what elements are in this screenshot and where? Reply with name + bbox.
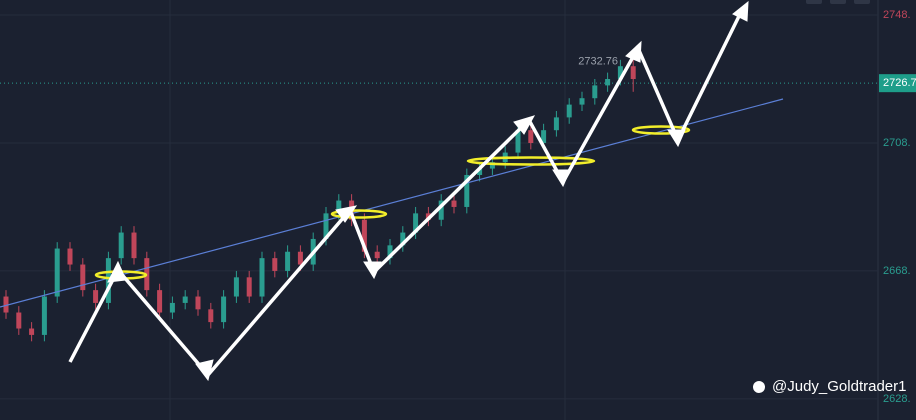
candle-body (233, 277, 239, 297)
candle-body (617, 66, 623, 80)
candle-body (246, 277, 252, 297)
candle-body (195, 296, 201, 310)
candle-body (477, 168, 483, 175)
facebook-icon (753, 381, 765, 393)
candle-body (336, 200, 342, 214)
candle-body (464, 174, 470, 207)
candle-body (515, 130, 521, 153)
toolbar[interactable] (806, 0, 870, 4)
candle-body (169, 302, 175, 313)
y-tick-label: 2748. (883, 9, 911, 21)
candle-body (579, 98, 585, 105)
candle-body (285, 251, 291, 271)
candle-body (592, 85, 598, 99)
candle-body (16, 312, 22, 329)
candle-body (400, 232, 406, 246)
candle-body (41, 296, 47, 335)
candle-body (566, 104, 572, 118)
arrows (68, 0, 749, 382)
candle-body (67, 248, 73, 265)
candle-body (413, 213, 419, 233)
candle-body (29, 328, 35, 335)
candle-body (157, 290, 163, 313)
candle-body (93, 290, 99, 303)
candle-body (182, 296, 188, 303)
candle-body (438, 200, 444, 220)
candle-body (131, 232, 137, 259)
candle-body (208, 309, 214, 323)
candle-body (80, 264, 86, 291)
candle-body (451, 200, 457, 207)
candle-body (541, 130, 547, 143)
y-tick-label: 2628. (883, 393, 911, 405)
candle-body (630, 66, 636, 80)
candle-body (374, 251, 380, 259)
candle-body (553, 117, 559, 131)
candle-body (272, 258, 278, 271)
candle-body (323, 213, 329, 239)
candle-body (54, 248, 60, 297)
candle-body (3, 296, 9, 313)
y-tick-label: 2708. (883, 137, 911, 149)
candle-body (118, 232, 124, 259)
candle-body (605, 79, 611, 86)
candle-body (361, 219, 367, 252)
candle-body (489, 162, 495, 169)
y-tick-label: 2668. (883, 265, 911, 277)
candle-body (387, 245, 393, 259)
watermark: @Judy_Goldtrader1 (772, 378, 906, 395)
current-price-label: 2726.7 (883, 77, 916, 89)
current-price-box (879, 74, 916, 93)
candle-body (259, 258, 265, 297)
price-note: 2732.76 (578, 56, 618, 68)
candle-body (221, 296, 227, 323)
candle-body (528, 130, 534, 143)
candle-body (297, 251, 303, 265)
